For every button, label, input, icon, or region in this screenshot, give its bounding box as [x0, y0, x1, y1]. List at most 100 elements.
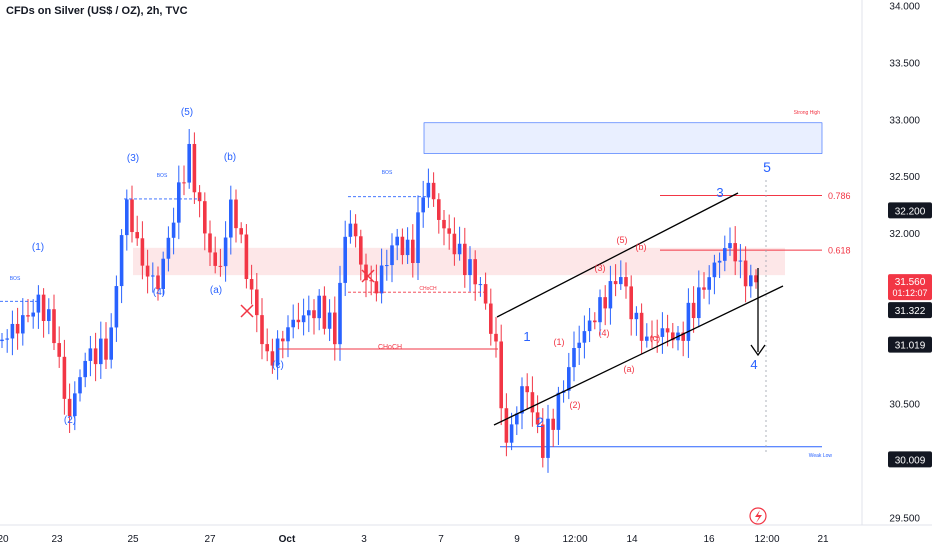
wave-label-blue: 2 [536, 414, 544, 430]
y-tick-label: 30.500 [889, 400, 920, 411]
candle-body [530, 392, 535, 413]
candle-body [239, 228, 243, 235]
price-tag-value: 32.200 [895, 206, 926, 217]
wave-label-red: (5) [617, 235, 628, 245]
wave-label-blue: (1) [32, 242, 44, 253]
candle-body [546, 418, 550, 458]
candle-body [723, 248, 727, 261]
candle-body [281, 338, 285, 342]
candle-body [177, 182, 181, 223]
candle-body [265, 344, 269, 352]
wave-label-red: (b) [636, 242, 647, 252]
structure-label: CHoCH [419, 286, 437, 292]
candle-body [317, 295, 321, 319]
candle-body [442, 219, 446, 229]
candle-body [213, 252, 217, 266]
candle-body [145, 265, 150, 277]
wave-label-red: (c) [650, 333, 661, 343]
price-tag-value: 31.322 [895, 306, 926, 317]
candle-body [125, 199, 129, 236]
candle-body [52, 309, 56, 344]
x-tick-label: 12:00 [562, 534, 587, 545]
x-tick-label: Oct [279, 534, 296, 545]
invalidation-x-marker [240, 304, 254, 318]
y-tick-label: 32.000 [889, 229, 920, 240]
wave-label-blue: 1 [523, 329, 530, 344]
fib-level-label: 0.618 [828, 246, 851, 256]
candle-body [665, 328, 670, 333]
candle-body [374, 281, 379, 294]
candle-body [707, 277, 711, 290]
candle-body [520, 386, 524, 414]
wave-label-blue: (3) [127, 153, 139, 164]
candle-body [457, 243, 462, 255]
candle-body [645, 336, 649, 341]
candle-body [686, 302, 691, 341]
structure-label: BOS [382, 170, 393, 176]
candle-body [499, 341, 503, 409]
x-tick-label: 27 [204, 534, 216, 545]
candle-body [364, 264, 368, 281]
wave-label-blue: 4 [750, 357, 757, 372]
price-tag [888, 302, 932, 319]
wave-label-blue: (c) [272, 360, 284, 371]
candle-body [385, 265, 389, 267]
candle-body [223, 237, 228, 267]
x-tick-label: 14 [626, 534, 638, 545]
wave-label-blue: 3 [716, 185, 723, 200]
candle-body [10, 323, 15, 339]
candle-body [307, 310, 311, 316]
candle-body [613, 281, 618, 285]
candle-body [15, 323, 20, 334]
wave-label-blue: 5 [763, 159, 771, 175]
x-tick-label: 21 [817, 534, 829, 545]
candle-body [468, 259, 472, 276]
candle-body [93, 348, 98, 365]
candle-body [509, 424, 514, 443]
wave-label-red: (1) [554, 337, 565, 347]
candle-body [36, 294, 41, 313]
candle-body [26, 315, 30, 317]
wave-label-blue: (b) [224, 152, 236, 163]
candle-body [702, 287, 706, 290]
candle-body [541, 424, 545, 458]
candle-body [567, 367, 571, 391]
candle-body [296, 319, 301, 323]
price-tag [888, 451, 932, 468]
candle-body [379, 265, 384, 294]
candle-body [650, 336, 654, 338]
candle-body [483, 284, 488, 304]
candle-body [431, 182, 436, 200]
candle-body [353, 223, 358, 237]
x-tick-label: 16 [703, 534, 715, 545]
candle-body [733, 243, 737, 262]
candle-body [728, 243, 732, 249]
candle-body [572, 347, 576, 368]
candle-body [717, 260, 722, 263]
price-tag-current [888, 274, 932, 301]
candle-body [114, 286, 119, 328]
candle-body [660, 328, 665, 337]
candle-body [587, 320, 592, 332]
candle-body [57, 343, 61, 357]
fib-level-label: 0.786 [828, 191, 851, 201]
candle-body [270, 351, 275, 366]
candle-body [161, 258, 165, 290]
candle-body [494, 333, 498, 342]
x-tick-label: 12:00 [754, 534, 779, 545]
candle-body [671, 332, 675, 341]
price-tag [888, 336, 932, 353]
candle-body [556, 392, 561, 430]
candle-body [405, 239, 410, 256]
candle-body [426, 182, 431, 198]
candle-body [31, 312, 35, 317]
candle-body [743, 260, 748, 287]
candle-body [322, 295, 327, 329]
price-tag-value: 31.019 [895, 341, 926, 352]
candle-body [400, 236, 405, 256]
candle-body [291, 319, 295, 328]
candle-body [489, 303, 493, 334]
candle-body [301, 315, 306, 323]
wave-label-blue: (5) [181, 107, 193, 118]
